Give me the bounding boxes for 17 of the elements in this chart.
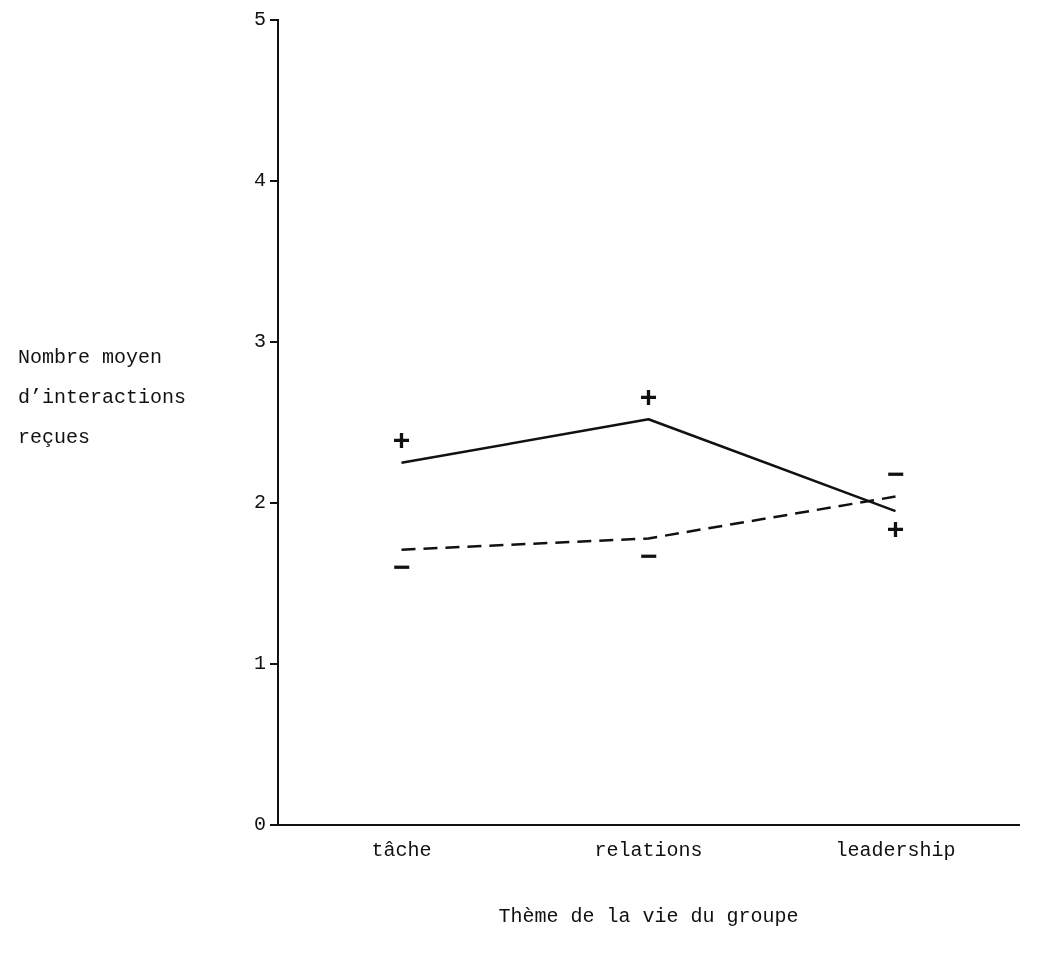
x-tick-label: leadership xyxy=(835,839,956,863)
y-tick-label: 0 xyxy=(253,813,266,837)
y-tick-label: 5 xyxy=(253,8,266,32)
x-axis-title: Thème de la vie du groupe xyxy=(498,905,799,929)
y-tick-label: 3 xyxy=(253,330,266,354)
series-label: − xyxy=(639,540,658,575)
y-tick-label: 1 xyxy=(253,652,266,676)
text: − xyxy=(392,552,411,587)
text: + xyxy=(639,381,658,416)
y-tick-label: 2 xyxy=(253,491,266,515)
text: − xyxy=(886,459,905,494)
y-axis-title: Nombre moyen d’interactions reçues xyxy=(18,346,187,449)
y-tick-label: 4 xyxy=(253,169,266,193)
x-tick-label: tâche xyxy=(371,839,432,863)
x-tick-label: relations xyxy=(594,839,703,863)
series-label: + xyxy=(392,425,411,460)
text: + xyxy=(886,513,905,548)
